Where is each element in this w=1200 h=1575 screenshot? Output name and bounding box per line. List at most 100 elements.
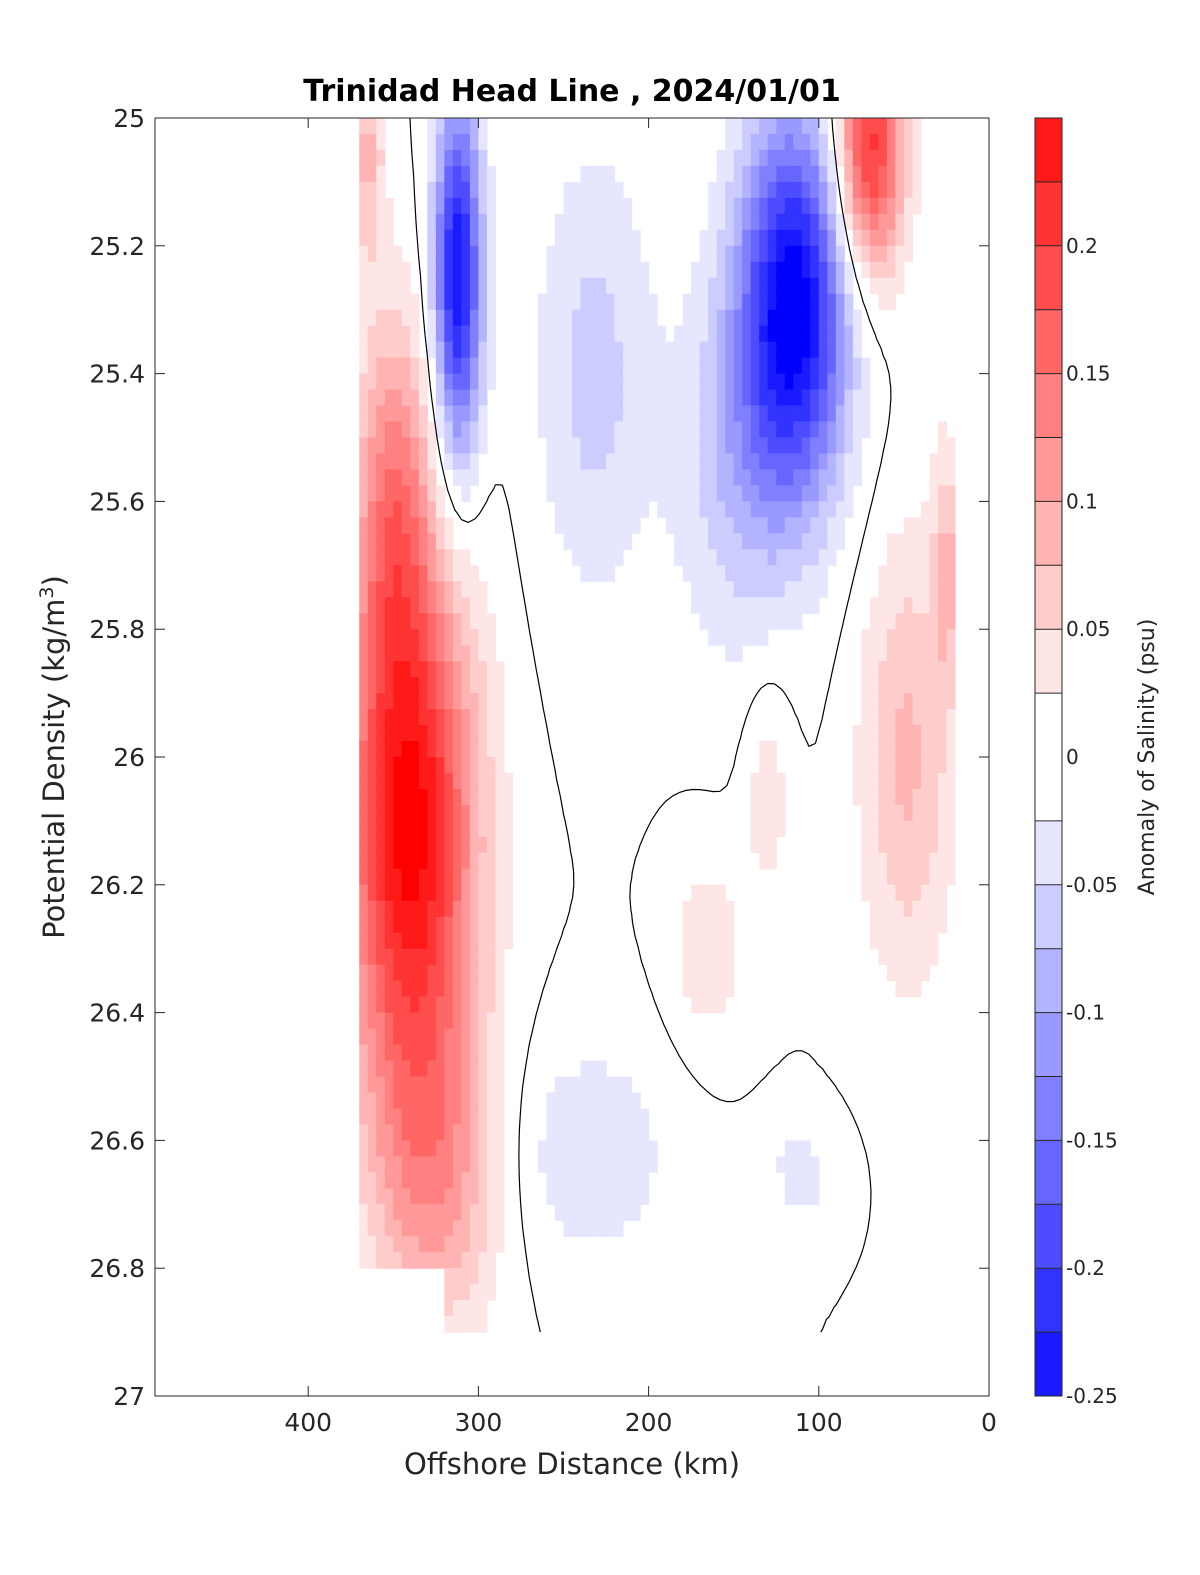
contour-cell xyxy=(759,373,769,391)
contour-cell xyxy=(844,485,854,502)
contour-cell xyxy=(767,357,777,375)
contour-cell xyxy=(793,469,803,487)
contour-cell xyxy=(708,357,718,375)
contour-cell xyxy=(461,245,471,263)
contour-cell xyxy=(742,549,752,566)
contour-cell xyxy=(793,293,803,311)
contour-cell xyxy=(920,533,931,550)
contour-cell xyxy=(835,341,845,359)
contour-cell xyxy=(384,629,394,646)
contour-cell xyxy=(861,133,871,151)
contour-cell xyxy=(784,501,794,518)
contour-cell xyxy=(903,565,914,582)
contour-cell xyxy=(486,868,497,886)
contour-cell xyxy=(461,1300,471,1317)
contour-cell xyxy=(784,533,794,550)
colorbar-tick-label: -0.1 xyxy=(1066,1001,1105,1025)
contour-cell xyxy=(376,661,386,678)
contour-cell xyxy=(427,820,437,838)
contour-cell xyxy=(393,405,403,423)
contour-cell xyxy=(444,1188,454,1205)
contour-cell xyxy=(418,1108,428,1126)
contour-cell xyxy=(886,229,896,247)
contour-cell xyxy=(367,421,377,439)
contour-cell xyxy=(759,517,769,534)
contour-cell xyxy=(469,772,479,790)
contour-cell xyxy=(444,165,454,183)
contour-cell xyxy=(614,421,624,439)
contour-cell xyxy=(657,373,667,391)
contour-cell xyxy=(708,277,718,295)
contour-cell xyxy=(537,1156,548,1173)
contour-cell xyxy=(401,1188,411,1205)
contour-cell xyxy=(435,661,445,678)
contour-cell xyxy=(759,341,769,359)
contour-cell xyxy=(359,709,369,726)
contour-cell xyxy=(469,916,479,934)
contour-cell xyxy=(401,597,411,614)
contour-cell xyxy=(589,261,599,279)
contour-cell xyxy=(444,1028,454,1046)
contour-cell xyxy=(878,868,888,886)
contour-cell xyxy=(912,597,922,614)
contour-cell xyxy=(554,437,565,455)
contour-cell xyxy=(844,181,854,199)
contour-cell xyxy=(427,1172,437,1189)
contour-cell xyxy=(623,357,633,375)
contour-cell xyxy=(827,405,837,423)
contour-cell xyxy=(486,1252,497,1269)
contour-cell xyxy=(384,485,394,502)
contour-cell xyxy=(742,533,752,550)
contour-cell xyxy=(691,485,701,502)
contour-cell xyxy=(827,341,837,359)
contour-cell xyxy=(614,1172,624,1189)
contour-cell xyxy=(657,469,667,487)
y-tick-label: 26.8 xyxy=(89,1254,145,1283)
contour-cell xyxy=(580,1156,590,1173)
contour-cell xyxy=(537,1140,548,1157)
contour-cell xyxy=(452,389,462,407)
contour-cell xyxy=(631,437,641,455)
contour-cell xyxy=(937,741,948,758)
contour-cell xyxy=(418,709,428,726)
contour-cell xyxy=(810,1188,820,1205)
contour-cell xyxy=(784,1156,794,1173)
contour-cell xyxy=(580,389,590,407)
contour-cell xyxy=(597,1188,607,1205)
contour-cell xyxy=(606,421,616,439)
contour-cell xyxy=(393,357,403,375)
contour-cell xyxy=(631,373,641,391)
contour-cell xyxy=(835,245,845,263)
contour-cell xyxy=(699,948,709,966)
contour-cell xyxy=(895,613,905,630)
contour-cell xyxy=(623,469,633,487)
contour-cell xyxy=(418,1092,428,1110)
contour-cell xyxy=(359,996,369,1014)
contour-cell xyxy=(435,916,445,934)
contour-cell xyxy=(376,996,386,1014)
contour-cell xyxy=(691,597,701,614)
contour-cell xyxy=(367,868,377,886)
colorbar-tick-label: 0.05 xyxy=(1066,617,1111,641)
contour-cell xyxy=(359,1108,369,1126)
contour-cell xyxy=(495,932,505,950)
contour-cell xyxy=(852,149,862,167)
contour-cell xyxy=(912,133,922,151)
contour-cell xyxy=(367,277,377,295)
contour-cell xyxy=(903,613,914,630)
contour-cell xyxy=(614,373,624,391)
contour-cell xyxy=(742,118,752,135)
contour-cell xyxy=(648,373,658,391)
contour-cell xyxy=(614,1124,624,1141)
contour-cell xyxy=(631,261,641,279)
contour-cell xyxy=(444,1172,454,1189)
contour-cell xyxy=(452,229,462,247)
contour-cell xyxy=(478,996,488,1014)
contour-cell xyxy=(427,788,437,806)
contour-cell xyxy=(733,181,743,199)
contour-cell xyxy=(572,1172,582,1189)
contour-cell xyxy=(503,916,514,934)
contour-cell xyxy=(623,245,633,263)
contour-cell xyxy=(444,964,454,982)
contour-cell xyxy=(427,757,437,774)
